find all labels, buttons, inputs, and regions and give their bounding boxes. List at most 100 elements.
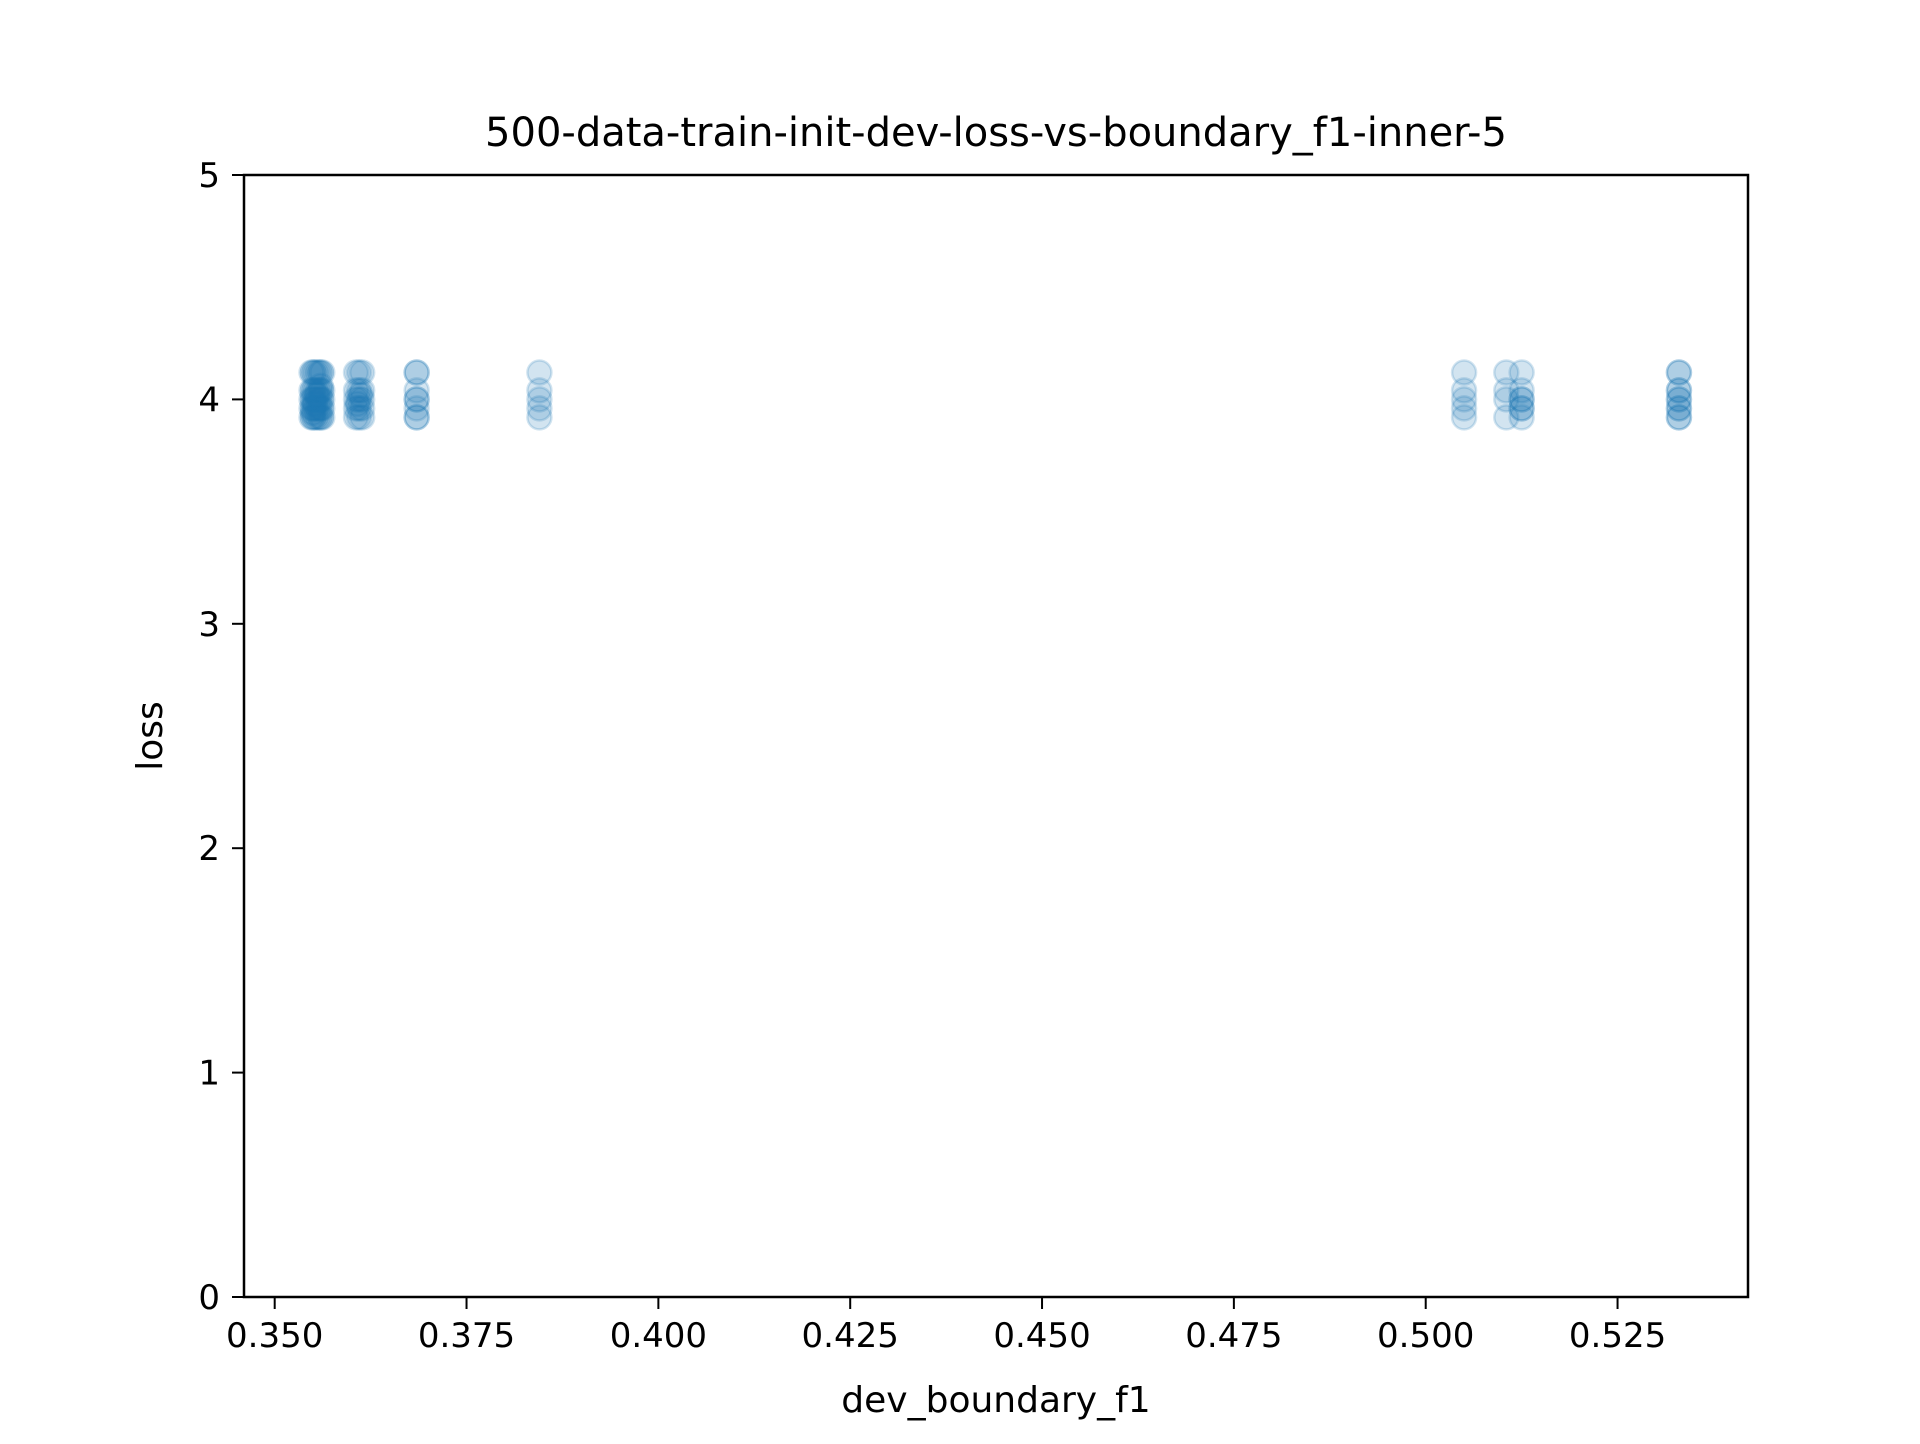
scatter-point <box>1450 359 1478 386</box>
scatter-point <box>309 359 336 386</box>
scatter-point <box>1450 395 1478 422</box>
scatter-point <box>299 359 327 386</box>
y-tick-label: 1 <box>198 1054 220 1094</box>
scatter-point <box>348 404 376 431</box>
scatter-point <box>301 377 328 404</box>
y-tick-label: 5 <box>198 156 220 196</box>
scatter-point <box>1493 359 1520 386</box>
scatter-point <box>342 395 370 422</box>
scatter-point <box>526 395 553 422</box>
scatter-point <box>309 395 336 422</box>
scatter-point <box>347 381 374 409</box>
scatter-point <box>1665 395 1693 422</box>
scatter-point <box>1493 404 1520 431</box>
x-tick-label: 0.425 <box>802 1316 899 1356</box>
plot-area-frame <box>242 173 1750 1299</box>
scatter-point <box>1665 377 1693 404</box>
scatter-point <box>1493 377 1520 404</box>
scatter-point <box>1508 386 1535 413</box>
scatter-point <box>305 386 333 413</box>
scatter-point <box>301 390 328 418</box>
scatter-point <box>301 395 328 422</box>
scatter-point <box>1450 386 1478 413</box>
scatter-point <box>1508 386 1535 413</box>
scatter-point <box>298 404 325 431</box>
scatter-point <box>301 359 328 386</box>
scatter-point <box>403 359 430 386</box>
scatter-point <box>305 395 333 422</box>
scatter-point <box>303 381 331 409</box>
scatter-point <box>301 404 328 431</box>
scatter-point <box>303 377 331 404</box>
scatter-point <box>299 395 327 422</box>
scatter-point <box>403 404 430 431</box>
y-axis-ticks: 0 1 2 3 4 5 <box>198 156 244 1318</box>
scatter-point <box>309 377 336 404</box>
scatter-point <box>309 404 336 431</box>
scatter-point <box>303 395 331 422</box>
scatter-point <box>303 359 331 386</box>
data-points <box>298 359 1693 431</box>
scatter-point <box>348 395 376 422</box>
scatter-point <box>1665 386 1693 413</box>
chart-title: 500-data-train-init-dev-loss-vs-boundary… <box>485 110 1507 156</box>
scatter-point <box>1508 404 1535 431</box>
scatter-point <box>526 359 553 386</box>
scatter-point <box>342 404 370 431</box>
x-axis-label: dev_boundary_f1 <box>841 1380 1150 1421</box>
scatter-point <box>403 359 430 386</box>
scatter-point <box>307 386 334 413</box>
scatter-point <box>526 386 553 413</box>
scatter-point <box>305 404 333 431</box>
scatter-point <box>1665 377 1693 404</box>
scatter-point <box>305 377 333 404</box>
scatter-point <box>301 386 328 413</box>
scatter-point <box>299 386 327 413</box>
x-tick-label: 0.500 <box>1377 1316 1474 1356</box>
scatter-point <box>307 372 334 400</box>
y-tick-label: 4 <box>198 380 220 420</box>
y-tick-label: 0 <box>198 1278 220 1318</box>
scatter-point <box>526 404 553 431</box>
scatter-point <box>1665 404 1693 431</box>
scatter-point <box>299 404 327 431</box>
y-tick-label: 2 <box>198 829 220 869</box>
scatter-point <box>307 377 334 404</box>
scatter-point <box>345 395 373 422</box>
scatter-point <box>303 386 331 413</box>
scatter-point <box>345 359 373 386</box>
scatter-point <box>348 377 376 404</box>
scatter-point <box>1508 359 1535 386</box>
scatter-point <box>303 404 331 431</box>
scatter-point <box>348 386 376 413</box>
scatter-point <box>307 404 334 431</box>
scatter-point <box>348 359 376 386</box>
scatter-point <box>299 377 327 404</box>
scatter-point <box>1450 404 1478 431</box>
scatter-point <box>309 386 336 413</box>
scatter-point <box>345 404 373 431</box>
scatter-point <box>298 377 325 404</box>
scatter-point <box>298 359 325 386</box>
scatter-point <box>345 377 373 404</box>
scatter-point <box>1665 359 1693 386</box>
scatter-point <box>403 377 430 404</box>
x-axis-ticks: 0.350 0.375 0.400 0.425 0.450 0.475 0.500 0.525 <box>226 1297 1666 1356</box>
scatter-point <box>1508 395 1535 422</box>
x-tick-label: 0.475 <box>1185 1316 1282 1356</box>
x-tick-label: 0.525 <box>1569 1316 1666 1356</box>
scatter-point <box>298 386 325 413</box>
scatter-point <box>526 377 553 404</box>
scatter-point <box>342 386 370 413</box>
scatter-point <box>1508 395 1535 422</box>
scatter-point <box>345 386 373 413</box>
scatter-point <box>307 395 334 422</box>
scatter-point <box>1450 377 1478 404</box>
x-tick-label: 0.375 <box>418 1316 515 1356</box>
x-tick-label: 0.400 <box>610 1316 707 1356</box>
scatter-point <box>403 386 430 413</box>
scatter-point <box>342 359 370 386</box>
scatter-point <box>1665 395 1693 422</box>
